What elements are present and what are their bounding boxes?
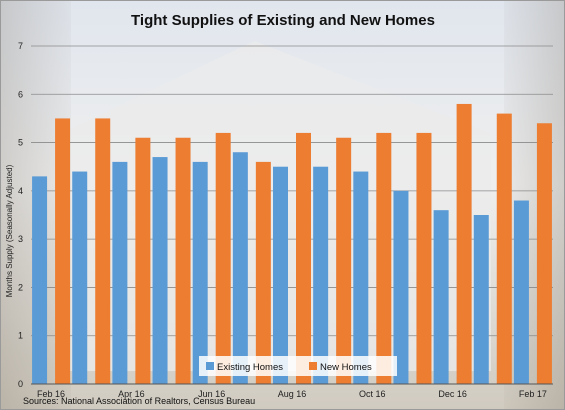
y-tick-label: 3 bbox=[18, 234, 23, 244]
x-tick-label: Feb 17 bbox=[519, 389, 547, 399]
y-tick-label: 1 bbox=[18, 331, 23, 341]
bar-new-homes bbox=[336, 137, 352, 384]
y-tick-label: 2 bbox=[18, 282, 23, 292]
bar-new-homes bbox=[296, 132, 311, 384]
x-axis-ticks: Feb 16 Apr 16 Jun 16 Aug 16 Oct 16 Dec 16 Feb … bbox=[37, 389, 547, 399]
bar-new-homes bbox=[416, 132, 432, 384]
y-tick-label: 5 bbox=[18, 138, 23, 148]
bar-existing-homes bbox=[513, 200, 529, 384]
bars bbox=[32, 103, 552, 384]
bar-new-homes bbox=[456, 103, 472, 384]
legend-swatch-new bbox=[309, 362, 317, 370]
bar-new-homes bbox=[135, 137, 151, 384]
bar-new-homes bbox=[215, 132, 231, 384]
bar-existing-homes bbox=[273, 166, 288, 384]
y-axis-label: Months Supply (Seasonally Adjusted) bbox=[5, 164, 14, 297]
bar-new-homes bbox=[536, 123, 552, 384]
x-tick-label: Apr 16 bbox=[118, 389, 145, 399]
bar-existing-homes bbox=[393, 190, 409, 384]
x-tick-label: Jun 16 bbox=[198, 389, 225, 399]
y-tick-label: 6 bbox=[18, 89, 23, 99]
bar-existing-homes bbox=[152, 157, 168, 384]
legend-box bbox=[199, 356, 397, 376]
bar-existing-homes bbox=[32, 176, 48, 384]
bar-existing-homes bbox=[353, 171, 369, 384]
y-axis-ticks: 0 1 2 3 4 5 6 7 bbox=[18, 41, 23, 389]
bar-new-homes bbox=[55, 118, 71, 384]
x-tick-label: Oct 16 bbox=[359, 389, 386, 399]
legend: Existing Homes New Homes bbox=[199, 356, 397, 376]
bar-existing-homes bbox=[72, 171, 88, 384]
bar-existing-homes bbox=[473, 215, 489, 384]
bar-new-homes bbox=[255, 161, 271, 384]
bar-existing-homes bbox=[232, 152, 248, 384]
bar-new-homes bbox=[376, 132, 392, 384]
legend-swatch-existing bbox=[206, 362, 214, 370]
chart-title: Tight Supplies of Existing and New Homes bbox=[131, 12, 435, 29]
source-note: Sources: National Association of Realtor… bbox=[23, 396, 255, 406]
x-tick-label: Feb 16 bbox=[37, 389, 65, 399]
legend-label-existing: Existing Homes bbox=[217, 362, 283, 373]
bar-new-homes bbox=[95, 118, 111, 384]
legend-label-new: New Homes bbox=[320, 362, 372, 373]
bar-new-homes bbox=[175, 137, 191, 384]
y-tick-label: 7 bbox=[18, 41, 23, 51]
bar-existing-homes bbox=[433, 210, 449, 384]
y-tick-label: 4 bbox=[18, 186, 23, 196]
y-tick-label: 0 bbox=[18, 379, 23, 389]
bar-new-homes bbox=[496, 113, 512, 384]
bar-existing-homes bbox=[112, 161, 128, 384]
bar-existing-homes bbox=[313, 166, 329, 384]
x-tick-label: Dec 16 bbox=[438, 389, 467, 399]
bar-existing-homes bbox=[192, 161, 208, 384]
x-tick-label: Aug 16 bbox=[278, 389, 307, 399]
